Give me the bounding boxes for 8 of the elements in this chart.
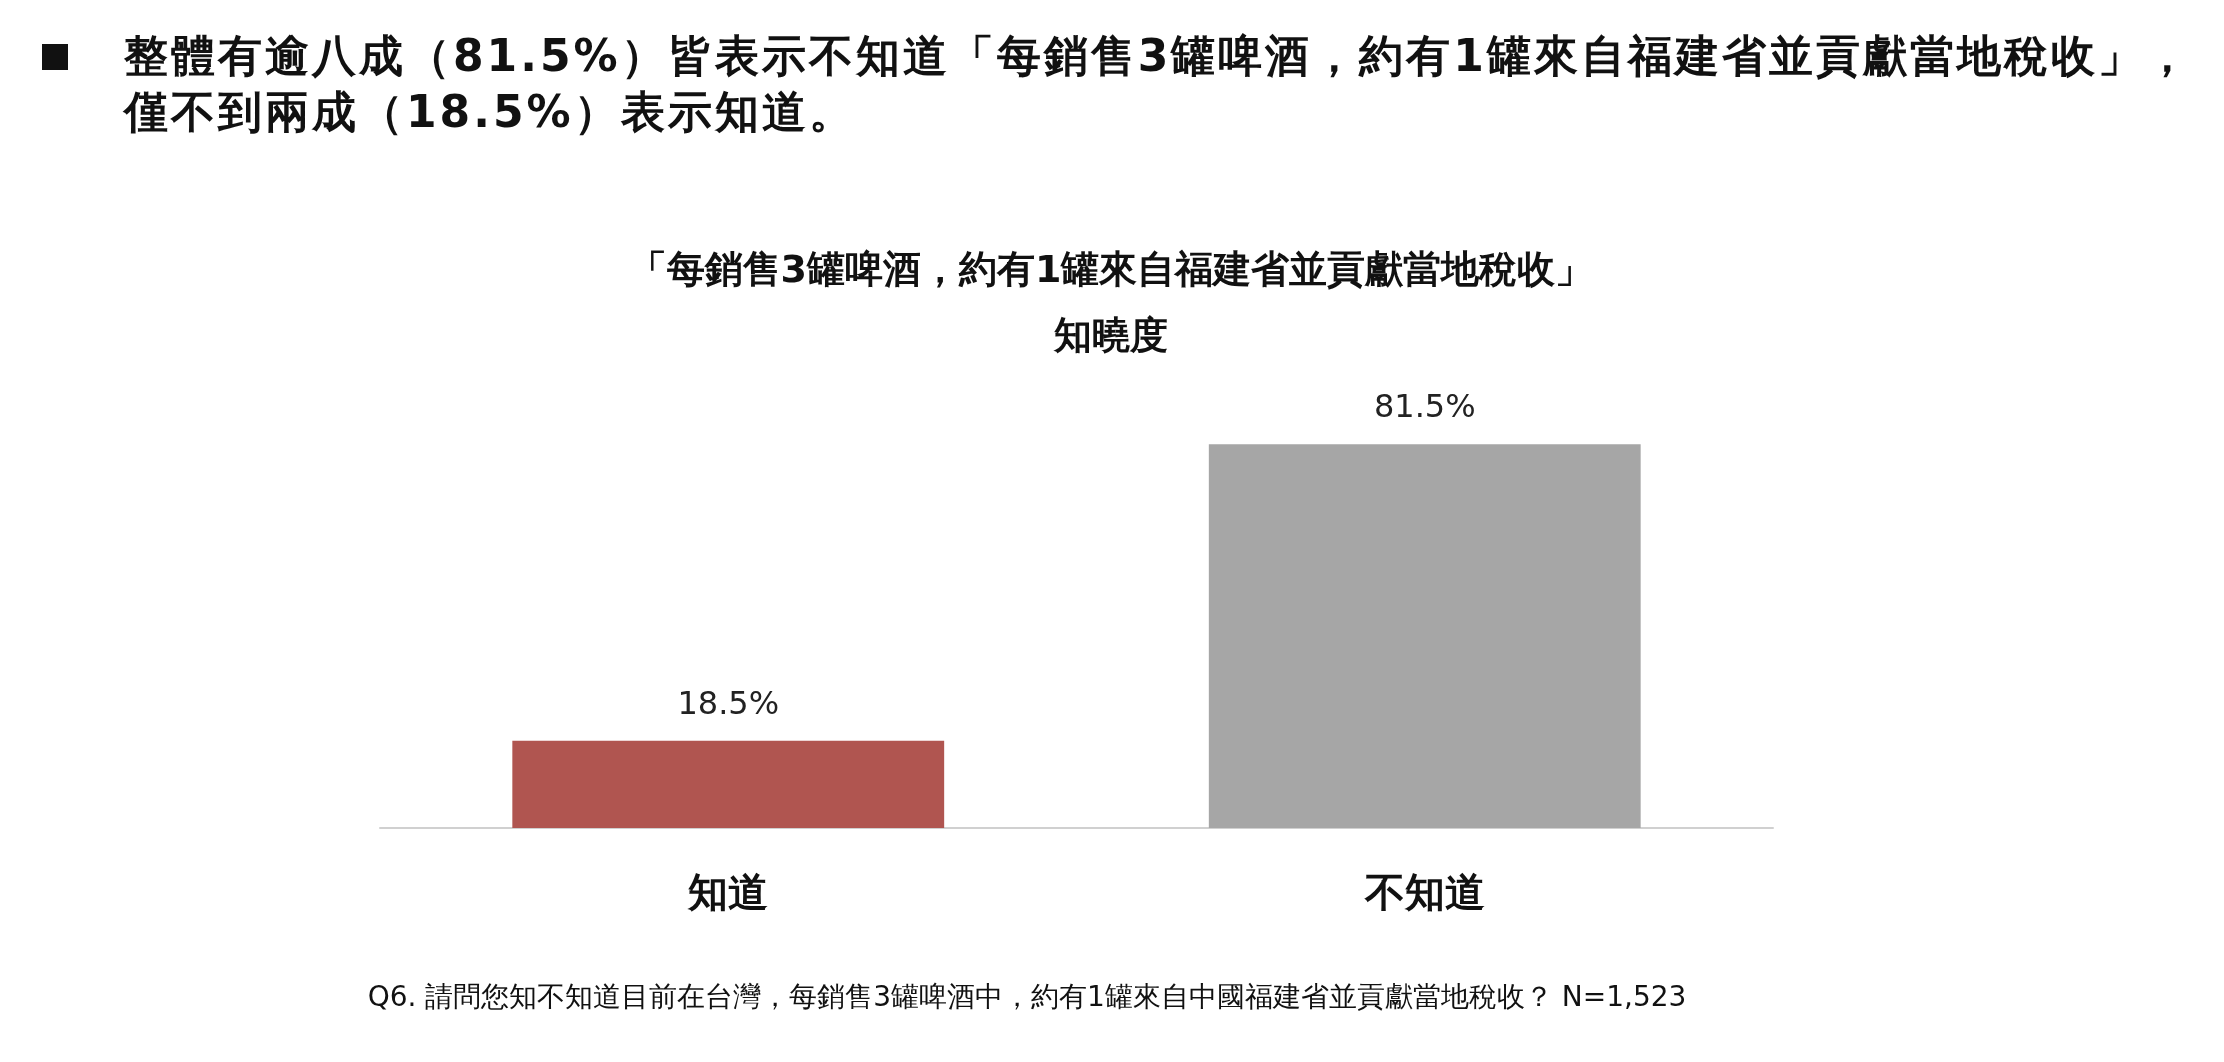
data-label: 18.5%: [677, 683, 780, 722]
x-tick-label: 知道: [687, 869, 769, 915]
chart-title: 「每銷售3罐啤酒，約有1罐來自福建省並貢獻當地稅收」: [628, 247, 1594, 291]
data-label: 81.5%: [1373, 387, 1476, 426]
x-tick-label: 不知道: [1363, 869, 1485, 915]
text: 整體有逾八成（81.5%）皆表示不知道「每銷售3罐啤酒，約有1罐來自福建省並貢獻當地稅收」，僅不到兩成（18.5%）表示知道。: [124, 29, 2193, 139]
chart-subtitle: 知曉度: [1053, 313, 1168, 357]
text: Q6. 請問您知不知道目前在台灣，每銷售3罐啤酒中，約有1罐來自中國福建省並貢獻當地稅收？ N=1,523: [366, 979, 1688, 1015]
